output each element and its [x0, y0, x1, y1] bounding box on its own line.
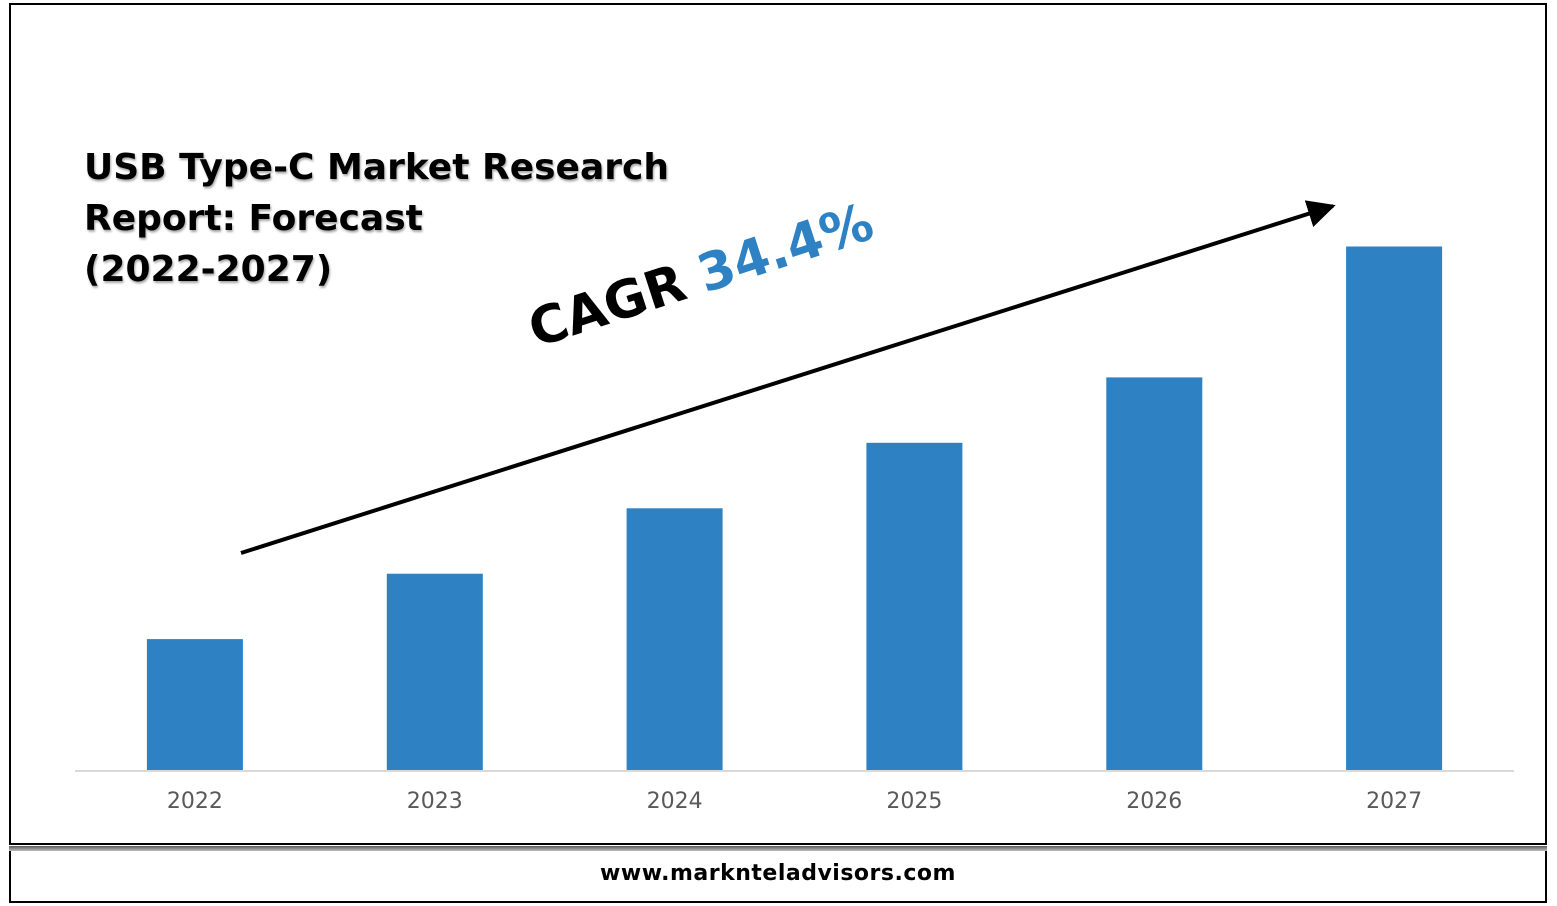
bar-2027: [1346, 246, 1443, 770]
x-tick-label-2022: 2022: [167, 789, 223, 814]
title-line-3: (2022-2027): [84, 249, 333, 290]
title-line-2: Report: Forecast: [84, 198, 423, 239]
x-tick-label-2027: 2027: [1366, 789, 1422, 814]
footer-divider: [9, 846, 1547, 851]
x-tick-label-2023: 2023: [407, 789, 463, 814]
footer: www.marknteladvisors.com: [9, 851, 1547, 903]
trend-arrow: [240, 200, 1336, 555]
x-tick-label-2026: 2026: [1126, 789, 1182, 814]
footer-url: www.marknteladvisors.com: [600, 861, 956, 886]
title-line-1: USB Type-C Market Research: [84, 147, 669, 188]
bar-2022: [146, 639, 243, 770]
chart-title: USB Type-C Market Research Report: Forec…: [84, 142, 724, 295]
x-tick-label-2025: 2025: [886, 789, 942, 814]
x-tick-label-2024: 2024: [647, 789, 703, 814]
chart-frame: [9, 3, 1547, 845]
bar-2024: [626, 508, 723, 770]
bar-2025: [866, 442, 963, 770]
bar-2026: [1106, 377, 1203, 770]
bar-2023: [386, 573, 483, 770]
